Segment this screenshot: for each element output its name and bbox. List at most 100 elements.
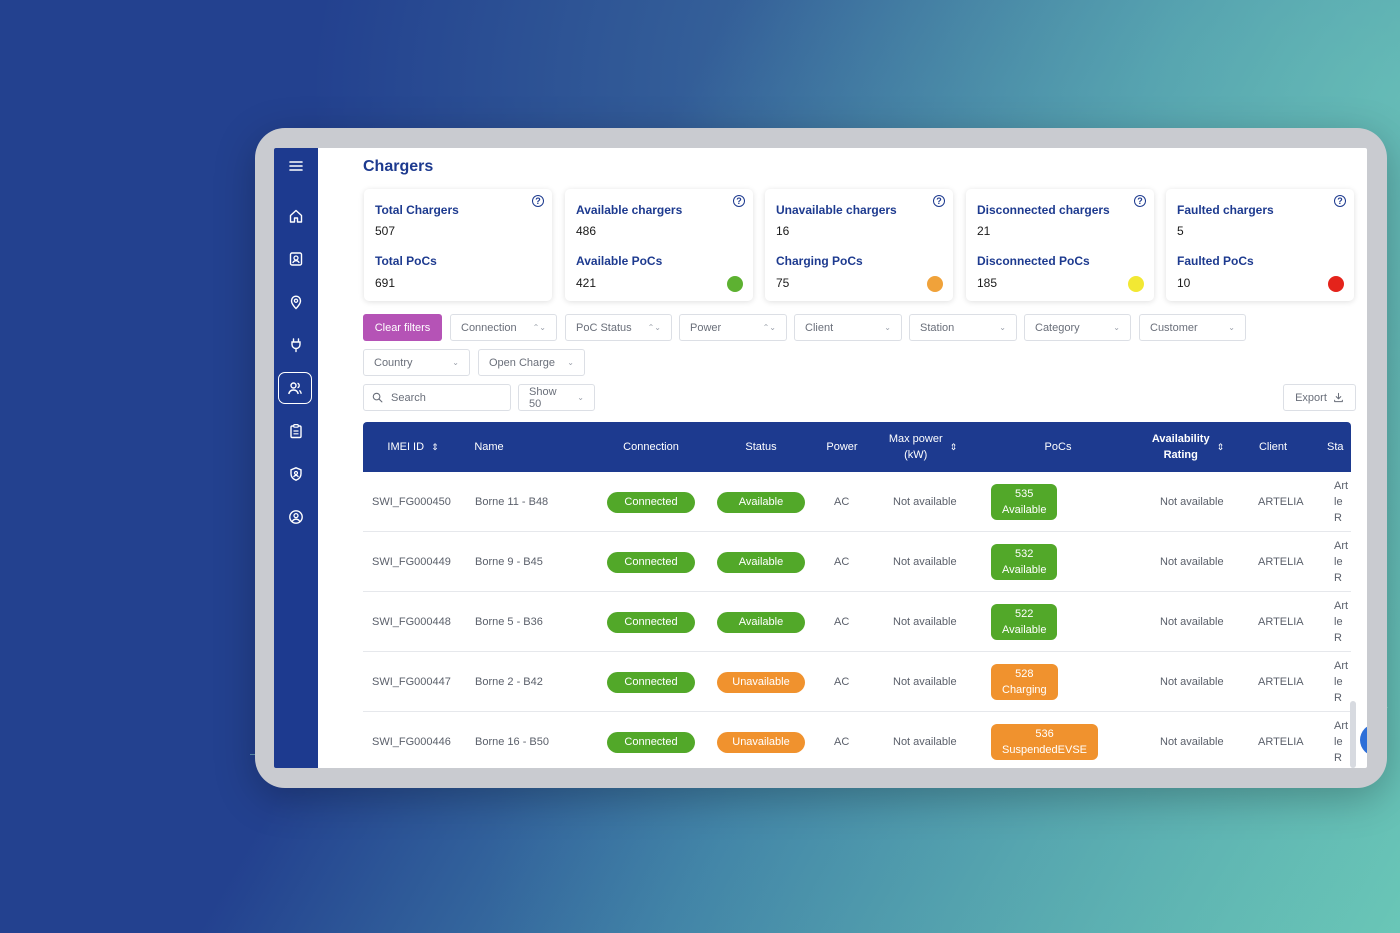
station-filter[interactable]: Station ⌄ (909, 314, 1017, 341)
column-header-imei[interactable]: IMEI ID ⇕ (363, 422, 463, 472)
table-row[interactable]: SWI_FG000449 Borne 9 - B45 Connected Availa… (363, 532, 1351, 592)
chevron-down-icon: ⌄ (884, 323, 891, 332)
cell-station: Art le R (1334, 532, 1351, 592)
column-header-name[interactable]: Name (463, 422, 515, 472)
header-label: Status (745, 441, 777, 453)
chevron-down-icon: ⌄ (1113, 323, 1120, 332)
poc-id: 535 (1015, 488, 1034, 500)
card-title: Total Chargers (375, 203, 459, 217)
cell-connection: Connected (607, 472, 695, 532)
category-filter[interactable]: Category ⌄ (1024, 314, 1131, 341)
poc-status: SuspendedEVSE (1002, 744, 1088, 756)
open-charge-filter[interactable]: Open Charge ⌄ (478, 349, 585, 376)
sort-icon: ⌃⌄ (647, 323, 661, 332)
poc-badge[interactable]: 536 SuspendedEVSE (991, 724, 1099, 760)
column-header-pocs[interactable]: PoCs (1013, 422, 1103, 472)
column-header-max-power[interactable]: Max power (kW) ⇕ (878, 422, 968, 472)
station-line: Art (1334, 720, 1349, 732)
export-button[interactable]: Export (1283, 384, 1356, 411)
poc-status: Available (1002, 564, 1047, 576)
card-faulted-chargers: Faulted chargers 5 Faulted PoCs 10 ? (1166, 189, 1354, 301)
column-header-status[interactable]: Status (716, 422, 806, 472)
station-line: Art (1334, 660, 1349, 672)
poc-badge[interactable]: 522 Available (991, 604, 1058, 640)
column-header-power[interactable]: Power (813, 422, 871, 472)
clear-filters-button[interactable]: Clear filters (363, 314, 442, 341)
cell-power: AC (834, 676, 850, 688)
cell-availability: Not available (1160, 676, 1224, 688)
header-label-line: Availability (1151, 433, 1210, 445)
users-icon[interactable] (278, 372, 312, 404)
help-icon[interactable]: ? (1134, 195, 1146, 207)
column-header-connection[interactable]: Connection (596, 422, 706, 472)
cell-station: Art le R (1334, 712, 1351, 768)
connection-filter[interactable]: Connection ⌃⌄ (450, 314, 557, 341)
vertical-scrollbar[interactable] (1350, 701, 1356, 768)
filter-label: Country (374, 356, 413, 369)
table-header: IMEI ID ⇕ Name Connection Status Power Ma… (363, 422, 1351, 472)
cell-power: AC (834, 616, 850, 628)
status-badge: Available (717, 491, 805, 513)
sort-icon: ⌃⌄ (532, 323, 546, 332)
cell-station: Art le R (1334, 652, 1351, 712)
card-poc-value: 185 (977, 276, 998, 290)
cell-power: AC (834, 556, 850, 568)
help-icon[interactable]: ? (532, 195, 544, 207)
poc-badge[interactable]: 528 Charging (991, 664, 1058, 700)
cell-connection: Connected (607, 652, 695, 712)
station-line: le R (1334, 736, 1343, 764)
poc-badge[interactable]: 535 Available (991, 484, 1058, 520)
card-title: Faulted chargers (1177, 203, 1274, 217)
search-input[interactable]: Search (363, 384, 511, 411)
connection-badge: Connected (607, 611, 695, 633)
chevron-down-icon: ⌄ (452, 358, 459, 367)
connection-badge: Connected (607, 491, 695, 513)
cell-name: Borne 2 - B42 (475, 676, 543, 688)
cell-availability: Not available (1160, 736, 1224, 748)
column-header-client[interactable]: Client (1243, 422, 1303, 472)
cell-pocs: 532 Available (991, 532, 1058, 592)
card-poc-value: 691 (375, 276, 396, 290)
filter-label: Power (690, 321, 722, 334)
cell-power: AC (834, 736, 850, 748)
plug-icon[interactable] (282, 331, 310, 359)
column-header-availability[interactable]: Availability Rating ⇕ (1143, 422, 1233, 472)
filter-label: PoC Status (576, 321, 632, 334)
table-row[interactable]: SWI_FG000447 Borne 2 - B42 Connected Unavai… (363, 652, 1351, 712)
station-line: Art (1334, 480, 1349, 492)
power-filter[interactable]: Power ⌃⌄ (679, 314, 787, 341)
help-icon[interactable]: ? (733, 195, 745, 207)
country-filter[interactable]: Country ⌄ (363, 349, 470, 376)
client-filter[interactable]: Client ⌄ (794, 314, 902, 341)
help-icon[interactable]: ? (1334, 195, 1346, 207)
cell-client: ARTELIA (1258, 496, 1304, 508)
column-header-station[interactable]: Sta (1327, 422, 1351, 472)
status-dot-yellow (1128, 276, 1144, 292)
cell-power: AC (834, 496, 850, 508)
poc-id: 522 (1015, 608, 1034, 620)
menu-icon[interactable] (282, 152, 310, 180)
floating-action-button[interactable] (1360, 724, 1367, 756)
account-icon[interactable] (282, 503, 310, 531)
poc-id: 532 (1015, 548, 1034, 560)
connection-badge: Connected (607, 551, 695, 573)
location-pin-icon[interactable] (282, 288, 310, 316)
table-row[interactable]: SWI_FG000450 Borne 11 - B48 Connected Avail… (363, 472, 1351, 532)
cell-status: Available (717, 592, 805, 652)
page-size-select[interactable]: Show 50 ⌄ (518, 384, 595, 411)
card-total-chargers: Total Chargers 507 Total PoCs 691 ? (364, 189, 552, 301)
table-row[interactable]: SWI_FG000448 Borne 5 - B36 Connected Availa… (363, 592, 1351, 652)
customer-filter[interactable]: Customer ⌄ (1139, 314, 1246, 341)
clipboard-icon[interactable] (282, 417, 310, 445)
contact-card-icon[interactable] (282, 245, 310, 273)
poc-badge[interactable]: 532 Available (991, 544, 1058, 580)
cell-name: Borne 5 - B36 (475, 616, 543, 628)
poc-status-filter[interactable]: PoC Status ⌃⌄ (565, 314, 672, 341)
home-icon[interactable] (282, 202, 310, 230)
help-icon[interactable]: ? (933, 195, 945, 207)
table-row[interactable]: SWI_FG000446 Borne 16 - B50 Connected Unava… (363, 712, 1351, 768)
sort-icon: ⌃⌄ (762, 323, 776, 332)
shield-icon[interactable] (282, 460, 310, 488)
poc-status: Available (1002, 504, 1047, 516)
cell-imei: SWI_FG000447 (372, 676, 451, 688)
